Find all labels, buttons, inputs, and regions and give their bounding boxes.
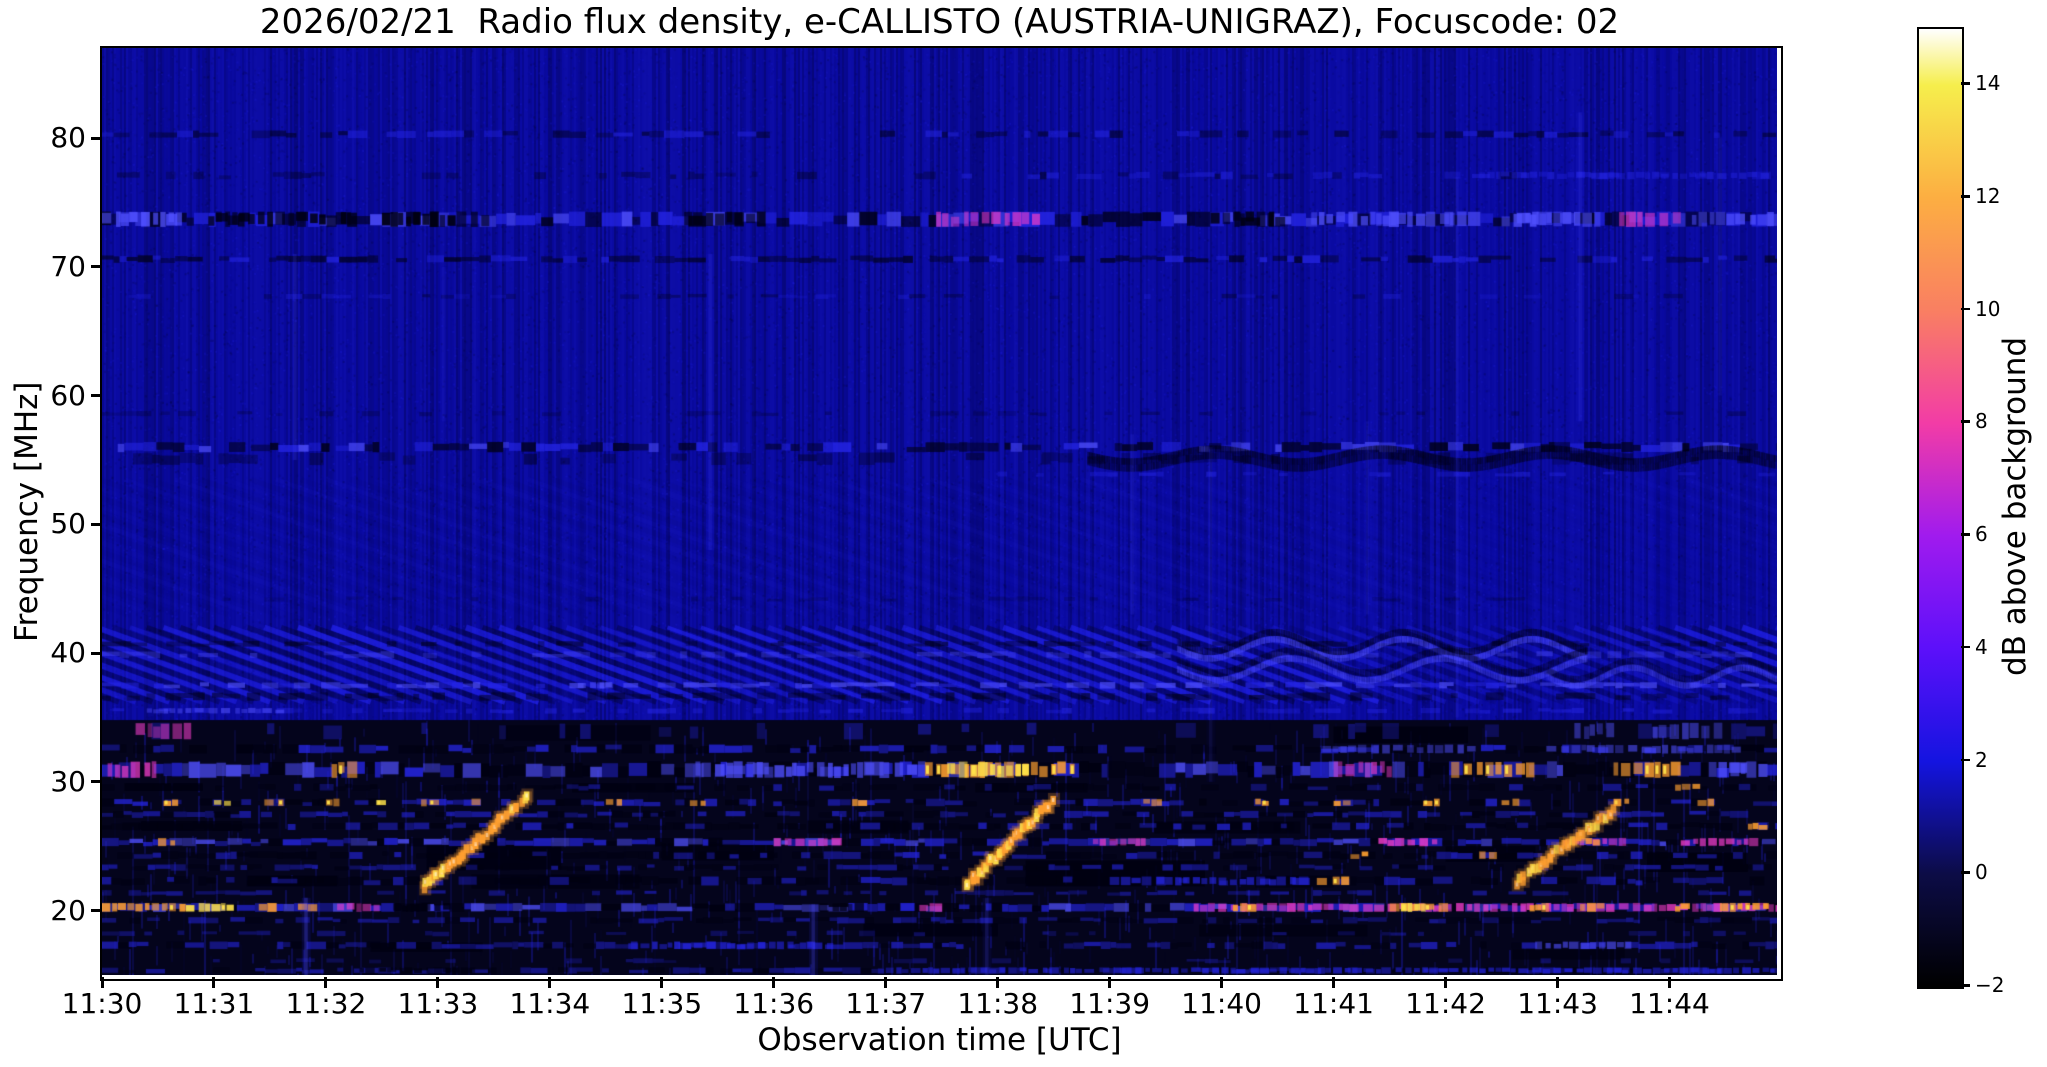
x-tick-mark (1332, 977, 1336, 988)
y-tick-label: 50 (50, 507, 86, 541)
colorbar-tick-label: 4 (1975, 634, 1988, 659)
y-tick-label: 40 (50, 636, 86, 670)
x-tick-mark (1108, 977, 1112, 988)
colorbar-tick-mark (1961, 420, 1970, 423)
figure-title: 2026/02/21 Radio flux density, e-CALLIST… (259, 2, 1620, 42)
colorbar-tick-label: 6 (1975, 522, 1988, 547)
x-tick-label: 11:42 (1405, 987, 1486, 1020)
y-tick-mark (91, 651, 102, 655)
x-axis-label: Observation time [UTC] (757, 1022, 1122, 1058)
x-tick-mark (212, 977, 216, 988)
x-tick-label: 11:38 (957, 987, 1039, 1020)
plot-area-frame (100, 46, 1783, 981)
colorbar-tick-mark (1961, 871, 1970, 874)
x-tick-mark (884, 977, 888, 988)
spectrogram-canvas (102, 48, 1777, 975)
x-tick-label: 11:39 (1069, 987, 1151, 1020)
x-tick-mark (1668, 977, 1671, 988)
x-tick-label: 11:44 (1629, 987, 1710, 1020)
y-tick-label: 70 (50, 249, 86, 283)
x-tick-mark (100, 977, 104, 988)
y-tick-label: 20 (50, 893, 86, 927)
y-tick-mark (91, 780, 102, 784)
colorbar (1917, 27, 1964, 989)
y-tick-mark (91, 522, 102, 526)
x-tick-mark (1556, 977, 1560, 988)
x-tick-mark (660, 977, 664, 988)
x-tick-mark (772, 977, 776, 988)
x-tick-label: 11:31 (173, 987, 255, 1020)
x-tick-label: 11:43 (1517, 987, 1598, 1020)
colorbar-tick-mark (1961, 645, 1970, 649)
colorbar-tick-mark (1961, 195, 1970, 198)
x-tick-label: 11:30 (61, 987, 143, 1020)
colorbar-tick-label: 10 (1975, 296, 2001, 321)
colorbar-tick-label: 8 (1975, 409, 1988, 434)
x-tick-mark (1444, 977, 1448, 988)
x-tick-label: 11:37 (845, 987, 927, 1020)
x-tick-mark (1220, 977, 1224, 988)
colorbar-tick-mark (1961, 82, 1970, 85)
colorbar-tick-mark (1961, 307, 1970, 311)
x-tick-label: 11:36 (733, 987, 815, 1020)
colorbar-tick-mark (1961, 984, 1970, 987)
x-tick-label: 11:41 (1293, 987, 1374, 1020)
x-tick-mark (436, 977, 440, 988)
x-tick-mark (324, 977, 328, 988)
y-tick-mark (91, 265, 102, 269)
y-tick-mark (91, 136, 102, 140)
x-tick-mark (996, 977, 1000, 988)
colorbar-tick-label: 14 (1975, 71, 2001, 96)
colorbar-label: dB above background (1997, 336, 2033, 676)
y-tick-mark (91, 909, 102, 913)
x-tick-label: 11:32 (285, 987, 367, 1020)
y-tick-label: 80 (50, 121, 86, 155)
colorbar-tick-label: 12 (1975, 184, 2001, 209)
y-tick-mark (91, 394, 102, 398)
y-tick-label: 60 (50, 378, 86, 412)
y-tick-label: 30 (50, 764, 86, 798)
colorbar-tick-mark (1961, 533, 1970, 536)
colorbar-tick-label: 0 (1975, 860, 1988, 885)
x-tick-label: 11:35 (621, 987, 703, 1020)
colorbar-tick-mark (1961, 758, 1970, 762)
x-tick-label: 11:34 (509, 987, 591, 1020)
colorbar-tick-label: 2 (1975, 747, 1988, 772)
colorbar-tick-label: −2 (1975, 973, 2005, 997)
x-tick-label: 11:33 (397, 987, 479, 1020)
x-tick-mark (548, 977, 552, 988)
x-tick-label: 11:40 (1181, 987, 1262, 1020)
